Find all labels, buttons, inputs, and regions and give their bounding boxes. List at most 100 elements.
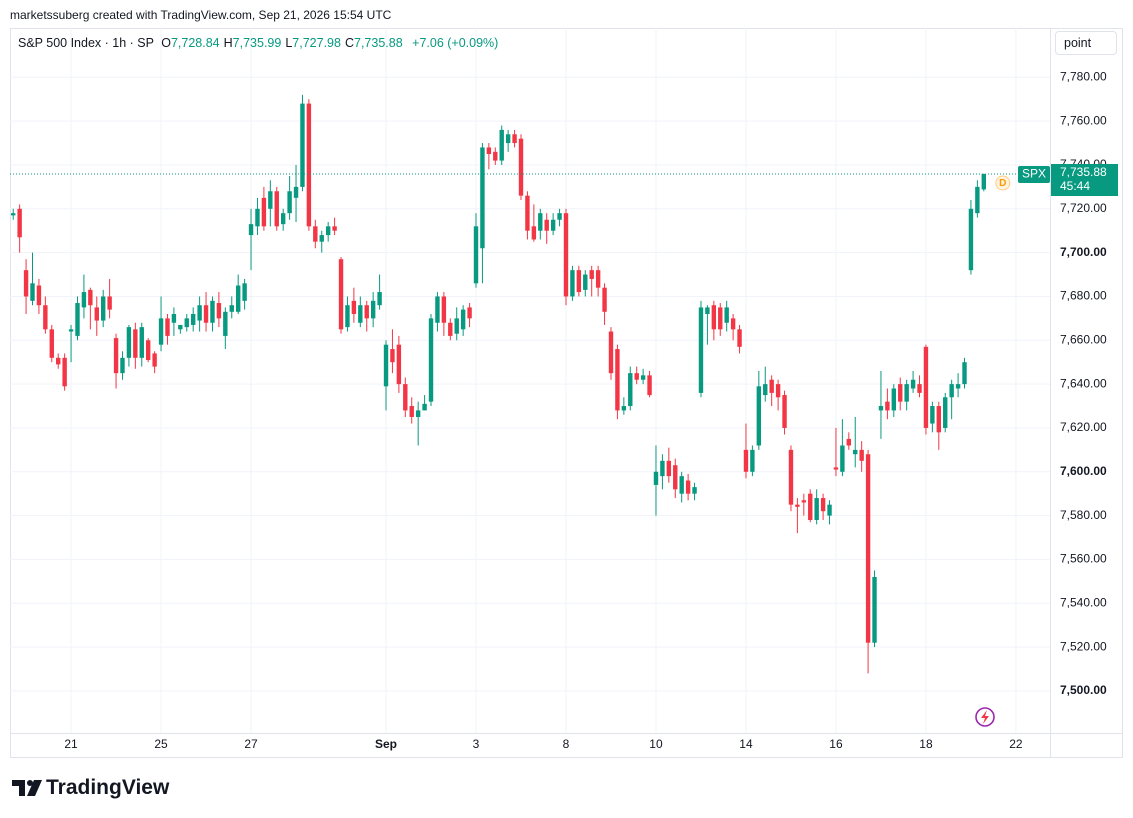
candle-body (287, 191, 292, 214)
candle-body (435, 296, 440, 323)
x-tick-label: 18 (919, 737, 933, 751)
candle-body (460, 309, 466, 330)
symbol-tag-label: SPX (1022, 167, 1046, 181)
candle-body (338, 259, 344, 330)
candle-body (570, 270, 575, 297)
candle-body (409, 406, 414, 417)
candle-body (493, 151, 498, 161)
candle-body (679, 476, 684, 494)
scale-mode-button[interactable]: point (1055, 31, 1117, 55)
y-tick-label: 7,580.00 (1060, 508, 1107, 522)
candle-body (640, 375, 646, 380)
candle-body (351, 300, 357, 314)
candle-body (235, 285, 241, 312)
y-tick-label: 7,760.00 (1060, 113, 1107, 127)
candle-body (782, 395, 787, 428)
candle-body (634, 373, 639, 380)
candle-body (865, 454, 871, 643)
candle-body (30, 283, 35, 301)
candle-body (846, 438, 852, 446)
candle-body (525, 195, 530, 231)
y-tick-label: 7,780.00 (1060, 69, 1107, 83)
candle-body (898, 384, 903, 402)
candle-body (203, 305, 209, 323)
x-tick-label: 8 (563, 737, 570, 751)
logo-text: TradingView (46, 776, 170, 799)
candle-body (885, 401, 890, 411)
candle-body (268, 191, 273, 209)
x-tick-label: 14 (739, 737, 753, 751)
legend: S&P 500 Index · 1h · SP O7,728.84 H7,735.… (18, 36, 498, 50)
y-tick-label: 7,500.00 (1060, 683, 1107, 697)
symbol-tag (1018, 165, 1050, 183)
candle-body (448, 322, 453, 336)
candle-body (152, 353, 157, 367)
chart-frame (10, 28, 1123, 758)
candle-body (370, 300, 376, 319)
candle-body (313, 226, 318, 242)
candle-body (730, 318, 736, 330)
candle-body (75, 303, 80, 336)
candle-body (628, 373, 633, 407)
candle-body (795, 504, 800, 507)
candle-body (820, 498, 826, 512)
candle-body (531, 226, 537, 240)
candle-body (878, 406, 884, 411)
candle-body (557, 213, 562, 220)
candle-body (88, 289, 93, 306)
candle-body (923, 346, 929, 428)
candle-body (962, 362, 967, 385)
candle-body (737, 329, 742, 347)
candle-body (396, 344, 402, 385)
candle-body (550, 219, 556, 231)
countdown-label: 45:44 (1060, 179, 1090, 193)
candle-body (711, 305, 717, 330)
candle-body (698, 307, 704, 393)
candle-body (223, 311, 228, 336)
candle-body (120, 357, 125, 374)
candle-body (428, 318, 434, 402)
marker-label: D (999, 178, 1006, 189)
candle-body (647, 375, 652, 396)
y-tick-label: 7,680.00 (1060, 289, 1107, 303)
candle-body (660, 460, 665, 477)
y-tick-label: 7,700.00 (1060, 245, 1107, 259)
candle-body (685, 480, 691, 494)
candle-body (769, 379, 774, 393)
credit: marketssuberg created with TradingView.c… (10, 8, 392, 22)
candle-body (756, 386, 762, 446)
candle-body (43, 305, 48, 330)
candle-body (216, 303, 222, 319)
candle-body (583, 274, 588, 290)
candle-body (165, 318, 170, 336)
candle-body (615, 349, 620, 411)
candle-body (68, 329, 74, 332)
candle-body (486, 147, 492, 155)
candle-body (126, 327, 132, 358)
candle-body (763, 384, 768, 396)
candle-body (319, 235, 324, 242)
candle-body (441, 296, 447, 323)
candle-body (280, 213, 286, 225)
candle-body (563, 213, 569, 297)
candle-body (653, 471, 659, 485)
candle-body (306, 103, 312, 227)
candle-body (23, 270, 29, 297)
candle-body (300, 103, 305, 187)
candle-body (210, 300, 215, 323)
candle-body (936, 406, 942, 433)
candle-body (332, 226, 337, 231)
legend-key: L (285, 36, 293, 50)
candle-body (917, 384, 922, 393)
candle-body (184, 318, 189, 328)
candle-body (242, 283, 247, 301)
candle-body (325, 226, 331, 236)
candle-body (930, 406, 935, 424)
candle-body (859, 449, 864, 461)
candle-body (197, 305, 202, 321)
x-tick-label: 3 (473, 737, 480, 751)
candle-body (505, 134, 511, 144)
legend-key: H (223, 36, 233, 50)
candle-body (788, 449, 794, 505)
